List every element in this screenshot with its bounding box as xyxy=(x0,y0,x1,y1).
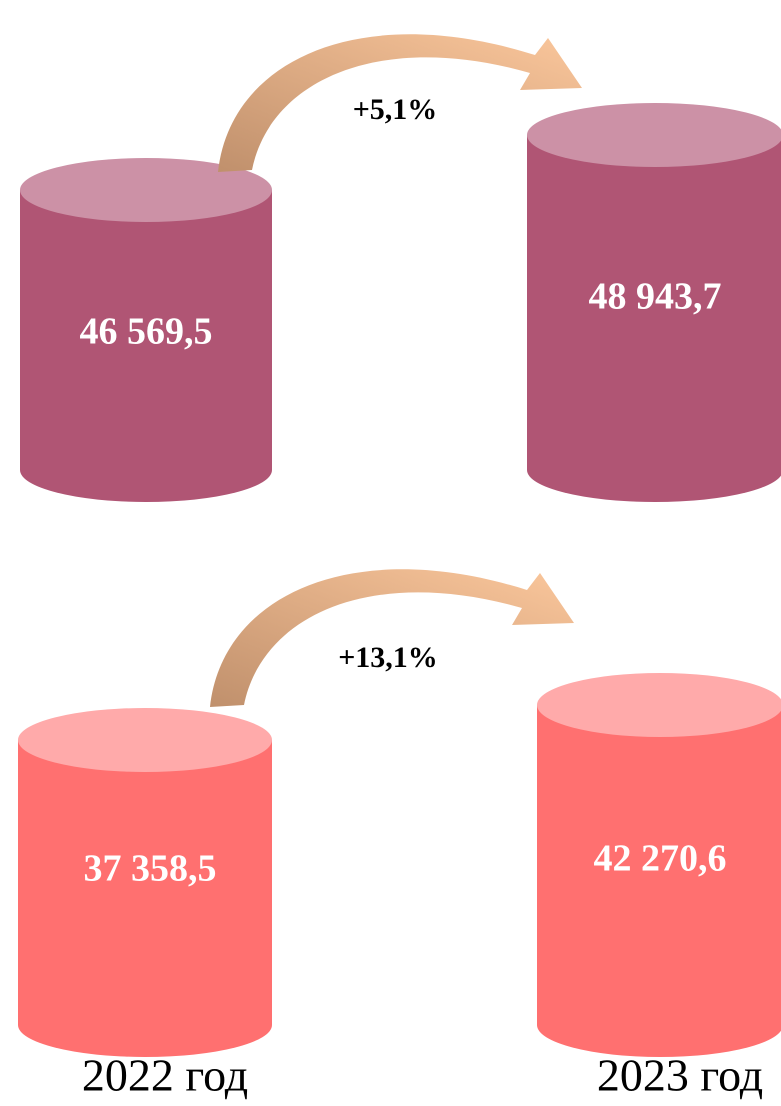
value-label: 37 358,5 xyxy=(84,848,217,890)
arrow xyxy=(210,569,574,707)
value-label: 48 943,7 xyxy=(589,276,722,318)
cylinder xyxy=(527,103,781,502)
arrow xyxy=(218,34,582,172)
value-label: 42 270,6 xyxy=(594,838,727,880)
cylinder xyxy=(537,673,781,1057)
year-label: 2023 год xyxy=(597,1050,763,1101)
cylinder xyxy=(20,158,272,502)
change-label: +5,1% xyxy=(353,93,438,126)
value-label: 46 569,5 xyxy=(80,311,213,353)
cylinder xyxy=(18,708,272,1057)
year-label: 2022 год xyxy=(82,1050,248,1101)
change-label: +13,1% xyxy=(338,641,438,674)
